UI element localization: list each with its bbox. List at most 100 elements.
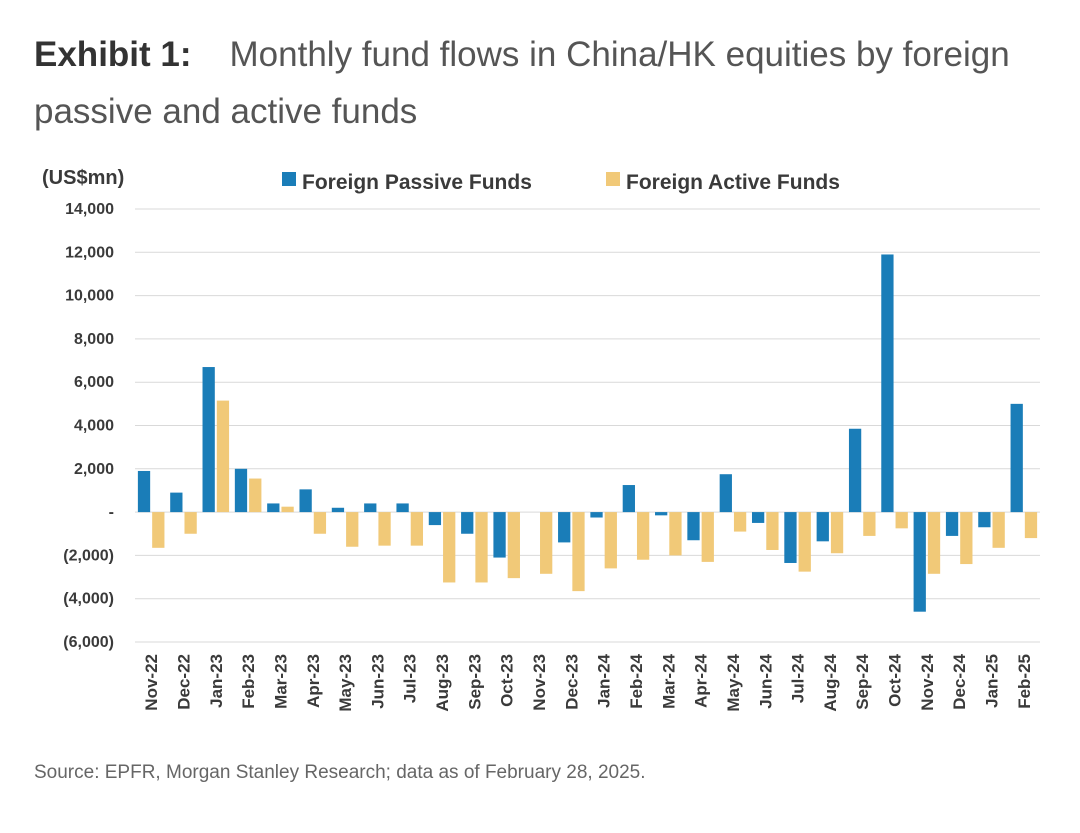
x-tick-label: Feb-24 — [627, 653, 646, 708]
bar-active — [184, 512, 197, 534]
bar-active — [733, 512, 747, 532]
y-tick-label: (4,000) — [63, 591, 114, 608]
x-tick-label: Aug-24 — [821, 653, 840, 711]
bar-active — [992, 512, 1005, 548]
legend-swatch-active — [606, 172, 620, 186]
bar-active — [346, 512, 359, 547]
legend-swatch-passive — [282, 172, 296, 186]
x-axis: Nov-22 Dec-22 Jan-23 Feb-23 Mar-23 Apr-23 May-… — [142, 653, 1034, 711]
x-tick-label: Apr-23 — [304, 654, 323, 708]
source-note: Source: EPFR, Morgan Stanley Research; d… — [34, 762, 646, 783]
x-tick-label: Nov-23 — [530, 654, 549, 711]
bar-passive — [978, 512, 991, 528]
bar-active — [281, 506, 294, 513]
x-tick-label: Feb-25 — [1015, 654, 1034, 709]
bar-passive — [751, 512, 765, 523]
x-tick-label: Apr-24 — [692, 653, 711, 707]
x-tick-label: Mar-23 — [271, 654, 290, 709]
bars — [137, 254, 1038, 612]
x-tick-label: Jul-24 — [789, 653, 808, 703]
gridlines — [135, 208, 1040, 643]
bar-passive — [1010, 403, 1023, 513]
bar-passive — [558, 512, 571, 543]
bar-passive — [299, 489, 312, 513]
legend-label-active: Foreign Active Funds — [626, 171, 840, 194]
x-tick-label: Jan-23 — [207, 654, 226, 708]
bar-passive — [137, 470, 151, 513]
x-tick-label: Nov-22 — [142, 654, 161, 711]
title-text: Monthly fund flows in China/HK equities … — [34, 35, 1010, 131]
x-tick-label: Nov-24 — [918, 653, 937, 710]
bar-active — [636, 512, 650, 560]
y-tick-label: 14,000 — [65, 201, 114, 218]
bar-active — [313, 512, 327, 534]
x-tick-label: Dec-24 — [950, 653, 969, 709]
y-tick-label: 2,000 — [74, 461, 114, 478]
bar-active — [927, 512, 941, 574]
bar-passive — [267, 503, 280, 513]
bar-passive — [784, 512, 797, 563]
chart-title: Exhibit 1: Monthly fund flows in China/HK… — [34, 26, 1054, 140]
legend-label-passive: Foreign Passive Funds — [302, 171, 532, 194]
x-tick-label: Dec-22 — [174, 654, 193, 710]
exhibit-label: Exhibit 1: — [34, 35, 192, 74]
bar-passive — [655, 512, 668, 516]
x-tick-label: May-23 — [336, 654, 355, 712]
bar-passive — [461, 512, 474, 534]
x-tick-label: Jun-24 — [756, 653, 775, 708]
x-tick-label: Dec-23 — [562, 654, 581, 710]
x-tick-label: Jan-25 — [983, 654, 1002, 708]
bar-active — [604, 512, 617, 569]
bar-active — [830, 512, 844, 554]
bar-active — [572, 512, 585, 592]
bar-active — [960, 512, 973, 565]
bar-active — [798, 512, 811, 572]
y-tick-label: 4,000 — [74, 418, 114, 435]
bar-active — [443, 512, 456, 583]
legend: Foreign Passive Funds Foreign Active Fun… — [282, 171, 840, 194]
x-tick-label: Sep-23 — [465, 654, 484, 710]
y-tick-label: 8,000 — [74, 331, 114, 348]
bar-active — [895, 512, 908, 529]
bar-passive — [331, 507, 345, 513]
x-tick-label: Jun-23 — [368, 654, 387, 709]
bar-passive — [719, 474, 732, 513]
x-tick-label: May-24 — [724, 653, 743, 711]
y-axis: 14,000 12,000 10,000 8,000 6,000 4,000 2,000 - (… — [63, 201, 114, 651]
bar-passive — [234, 468, 248, 513]
x-tick-label: Feb-23 — [239, 654, 258, 709]
bar-active — [475, 512, 488, 583]
bar-active — [701, 512, 714, 562]
bar-active — [766, 512, 779, 550]
y-tick-label: (2,000) — [63, 547, 114, 564]
bar-chart: 14,000 12,000 10,000 8,000 6,000 4,000 2,000 - (… — [42, 167, 1040, 712]
bar-active — [669, 512, 682, 556]
bar-active — [152, 512, 165, 548]
bar-passive — [945, 512, 959, 536]
bar-passive — [170, 492, 183, 513]
bar-active — [216, 400, 230, 513]
bar-active — [540, 512, 553, 574]
x-tick-label: Oct-23 — [498, 654, 517, 707]
y-tick-label: (6,000) — [63, 634, 114, 651]
bar-passive — [202, 367, 215, 513]
bar-active — [378, 512, 391, 546]
x-tick-label: Sep-24 — [853, 653, 872, 709]
x-tick-label: Jul-23 — [401, 654, 420, 703]
bar-passive — [493, 512, 506, 558]
bar-passive — [881, 254, 894, 513]
bar-passive — [913, 512, 926, 612]
bar-passive — [590, 512, 603, 518]
y-tick-label: 6,000 — [74, 374, 114, 391]
bar-active — [410, 512, 424, 546]
x-tick-label: Aug-23 — [433, 654, 452, 712]
bar-passive — [848, 428, 862, 513]
x-tick-label: Oct-24 — [886, 653, 905, 706]
bar-passive — [816, 512, 829, 542]
bar-active — [863, 512, 876, 536]
unit-label: (US$mn) — [42, 167, 124, 189]
bar-passive — [364, 503, 377, 513]
y-tick-label: - — [109, 504, 114, 521]
y-tick-label: 10,000 — [65, 288, 114, 305]
bar-passive — [622, 485, 635, 513]
